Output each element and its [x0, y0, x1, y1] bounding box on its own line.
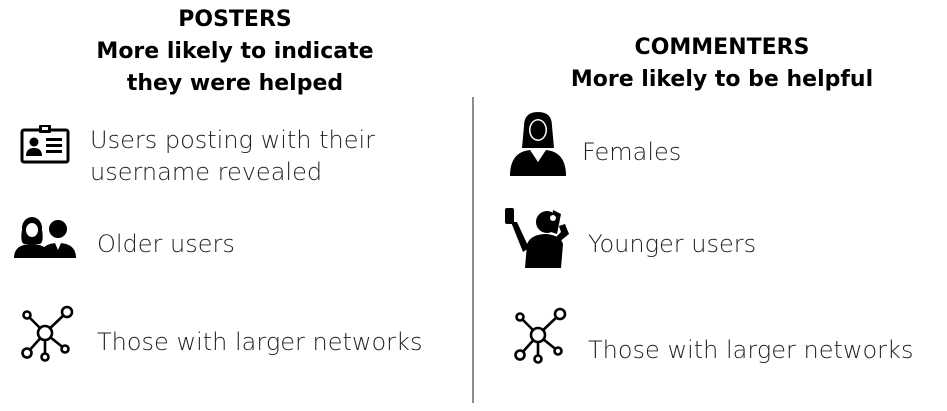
posters-item-1-line1: Users posting with their — [90, 126, 376, 154]
network-icon — [21, 305, 74, 362]
column-divider — [472, 97, 474, 403]
commenters-item-1: Females — [582, 138, 682, 166]
commenters-title: COMMENTERS — [634, 35, 810, 60]
posters-item-1-line2: username revealed — [90, 158, 323, 186]
posters-subtitle-line1: More likely to indicate — [96, 39, 374, 64]
woman-icon — [510, 112, 566, 176]
people-pair-icon — [14, 217, 76, 258]
posters-item-2: Older users — [97, 230, 235, 258]
posters-title: POSTERS — [178, 7, 292, 32]
commenters-item-3: Those with larger networks — [588, 336, 914, 364]
posters-subtitle-line2: they were helped — [126, 71, 344, 96]
posters-item-1: Users posting with their username reveal… — [90, 124, 375, 188]
network-icon — [514, 307, 567, 364]
commenters-item-2: Younger users — [588, 230, 757, 258]
posters-heading: POSTERS More likely to indicate they wer… — [70, 4, 400, 100]
selfie-person-icon — [505, 208, 569, 268]
id-card-icon — [20, 125, 70, 164]
commenters-subtitle: More likely to be helpful — [570, 67, 874, 92]
commenters-heading: COMMENTERS More likely to be helpful — [552, 32, 892, 96]
posters-item-3: Those with larger networks — [97, 328, 423, 356]
